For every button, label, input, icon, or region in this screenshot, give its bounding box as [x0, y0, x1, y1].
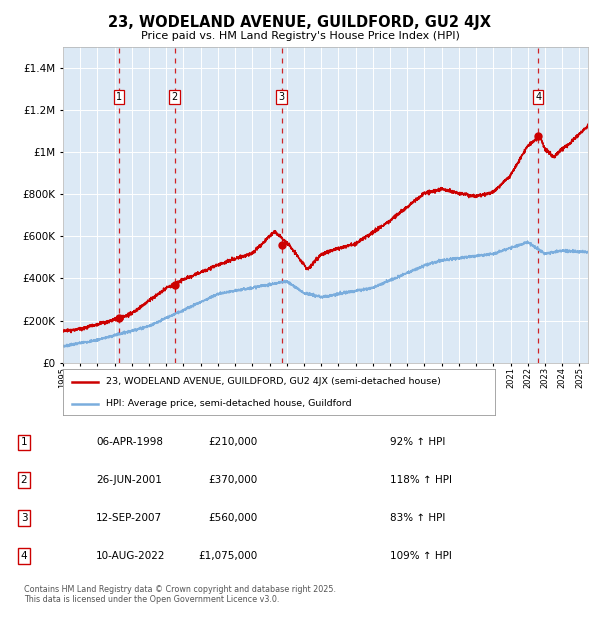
Text: HPI: Average price, semi-detached house, Guildford: HPI: Average price, semi-detached house,… — [106, 399, 352, 409]
Text: £1,075,000: £1,075,000 — [199, 551, 258, 561]
Text: 109% ↑ HPI: 109% ↑ HPI — [390, 551, 452, 561]
Text: 83% ↑ HPI: 83% ↑ HPI — [390, 513, 445, 523]
Text: 4: 4 — [20, 551, 28, 561]
Text: £560,000: £560,000 — [209, 513, 258, 523]
Text: £210,000: £210,000 — [209, 438, 258, 448]
Text: 23, WODELAND AVENUE, GUILDFORD, GU2 4JX (semi-detached house): 23, WODELAND AVENUE, GUILDFORD, GU2 4JX … — [106, 378, 441, 386]
Text: 118% ↑ HPI: 118% ↑ HPI — [390, 476, 452, 485]
Text: 3: 3 — [278, 92, 284, 102]
Text: 06-APR-1998: 06-APR-1998 — [96, 438, 163, 448]
Text: 10-AUG-2022: 10-AUG-2022 — [96, 551, 166, 561]
Text: 1: 1 — [20, 438, 28, 448]
Text: Price paid vs. HM Land Registry's House Price Index (HPI): Price paid vs. HM Land Registry's House … — [140, 31, 460, 41]
Text: 12-SEP-2007: 12-SEP-2007 — [96, 513, 162, 523]
Text: 26-JUN-2001: 26-JUN-2001 — [96, 476, 162, 485]
Text: 4: 4 — [535, 92, 541, 102]
Text: 3: 3 — [20, 513, 28, 523]
Text: £370,000: £370,000 — [209, 476, 258, 485]
Text: 2: 2 — [172, 92, 178, 102]
Text: 1: 1 — [116, 92, 122, 102]
Text: Contains HM Land Registry data © Crown copyright and database right 2025.
This d: Contains HM Land Registry data © Crown c… — [24, 585, 336, 604]
Text: 23, WODELAND AVENUE, GUILDFORD, GU2 4JX: 23, WODELAND AVENUE, GUILDFORD, GU2 4JX — [109, 16, 491, 30]
Text: 2: 2 — [20, 476, 28, 485]
Text: 92% ↑ HPI: 92% ↑ HPI — [390, 438, 445, 448]
